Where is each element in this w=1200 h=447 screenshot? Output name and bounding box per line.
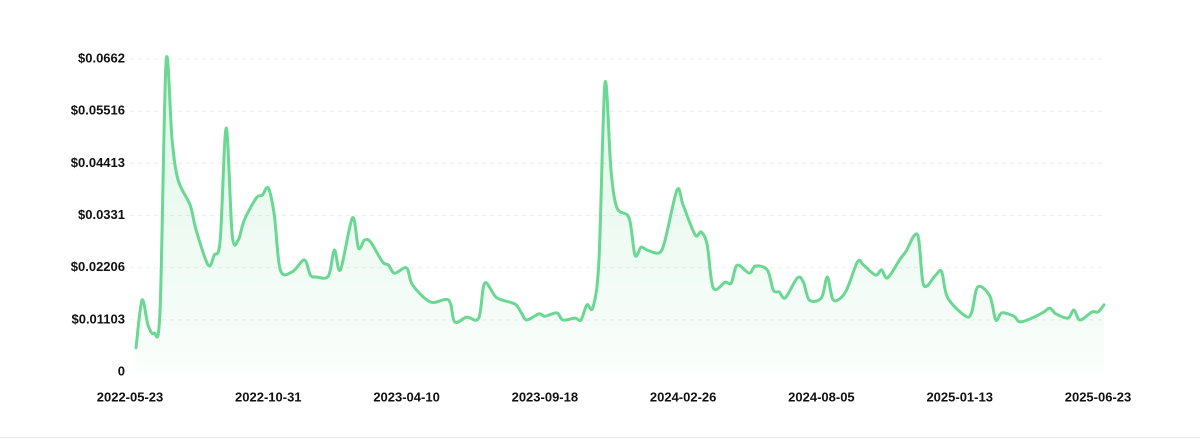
area-fill xyxy=(136,56,1105,373)
x-tick-label: 2025-06-23 xyxy=(1065,389,1132,404)
y-tick-label: 0 xyxy=(118,363,125,378)
y-tick-label: $0.05516 xyxy=(71,103,125,118)
x-tick-label: 2025-01-13 xyxy=(926,389,993,404)
x-tick-label: 2022-10-31 xyxy=(235,389,302,404)
x-tick-label: 2024-02-26 xyxy=(650,389,717,404)
x-tick-label: 2023-09-18 xyxy=(512,389,579,404)
price-line xyxy=(134,55,1106,350)
x-tick-label: 2024-08-05 xyxy=(788,389,855,404)
y-tick-label: $0.01103 xyxy=(71,311,125,326)
y-tick-label: $0.0662 xyxy=(78,50,125,65)
x-tick-label: 2023-04-10 xyxy=(373,389,440,404)
y-tick-label: $0.04413 xyxy=(71,155,125,170)
x-tick-label: 2022-05-23 xyxy=(97,389,164,404)
y-tick-label: $0.02206 xyxy=(71,259,125,274)
y-tick-label: $0.0331 xyxy=(78,207,125,222)
